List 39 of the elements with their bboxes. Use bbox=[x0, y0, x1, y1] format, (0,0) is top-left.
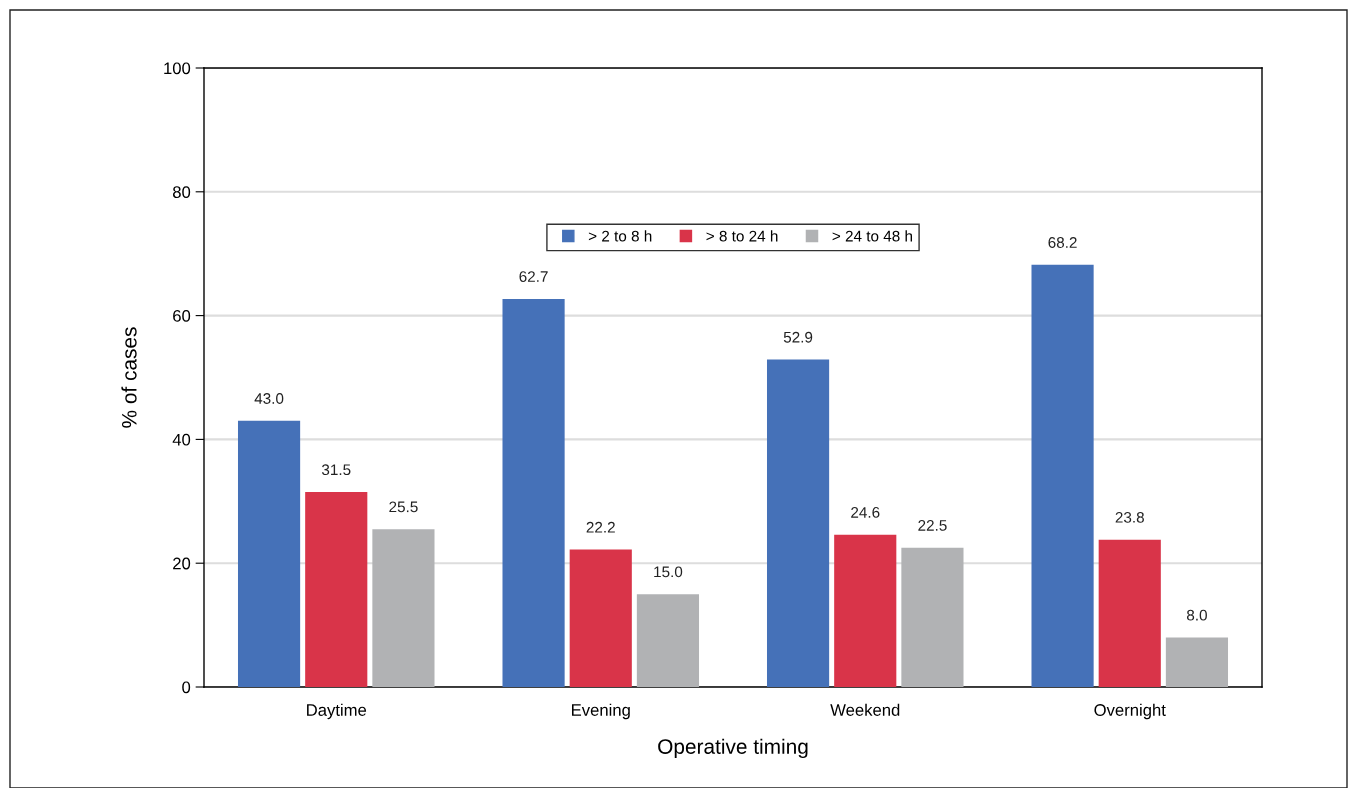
data-label: 25.5 bbox=[389, 501, 418, 513]
data-label: 22.2 bbox=[586, 521, 615, 533]
bar bbox=[305, 492, 368, 687]
y-tick-label: 0 bbox=[182, 681, 191, 694]
bar bbox=[834, 534, 897, 687]
bar bbox=[372, 529, 435, 687]
bar bbox=[569, 549, 632, 687]
bar bbox=[766, 359, 830, 687]
data-label: 68.2 bbox=[1048, 237, 1077, 248]
bar bbox=[502, 298, 565, 687]
legend-label: > 24 to 48 h bbox=[832, 230, 912, 242]
bar bbox=[636, 594, 700, 687]
x-axis-title: Operative timing bbox=[658, 738, 808, 759]
y-tick-label: 20 bbox=[173, 557, 191, 570]
bar bbox=[1031, 264, 1094, 687]
data-label: 23.8 bbox=[1115, 511, 1144, 523]
data-label: 22.5 bbox=[918, 520, 947, 531]
x-tick-label: Overnight bbox=[1094, 703, 1166, 720]
x-tick-label: Daytime bbox=[307, 703, 367, 720]
bar bbox=[901, 547, 964, 687]
legend-label: > 8 to 24 h bbox=[706, 230, 778, 242]
y-tick-label: 40 bbox=[172, 433, 191, 446]
y-tick-label: 60 bbox=[173, 310, 191, 322]
data-label: 15.0 bbox=[654, 566, 683, 578]
bar bbox=[237, 420, 301, 687]
bar bbox=[1165, 637, 1229, 687]
data-label: 62.7 bbox=[519, 271, 548, 282]
data-label: 24.6 bbox=[851, 507, 880, 518]
data-label: 52.9 bbox=[783, 331, 813, 343]
y-tick-label: 80 bbox=[172, 186, 191, 198]
data-label: 43.0 bbox=[254, 393, 284, 404]
data-label: 31.5 bbox=[321, 464, 351, 476]
x-tick-label: Evening bbox=[572, 703, 630, 720]
legend-label: > 2 to 8 h bbox=[588, 230, 652, 242]
y-axis-title: % of cases bbox=[121, 327, 137, 428]
x-tick-label: Weekend bbox=[830, 703, 900, 716]
data-label: 8.0 bbox=[1186, 609, 1207, 621]
y-tick-label: 100 bbox=[164, 62, 191, 75]
bar bbox=[1098, 539, 1161, 687]
